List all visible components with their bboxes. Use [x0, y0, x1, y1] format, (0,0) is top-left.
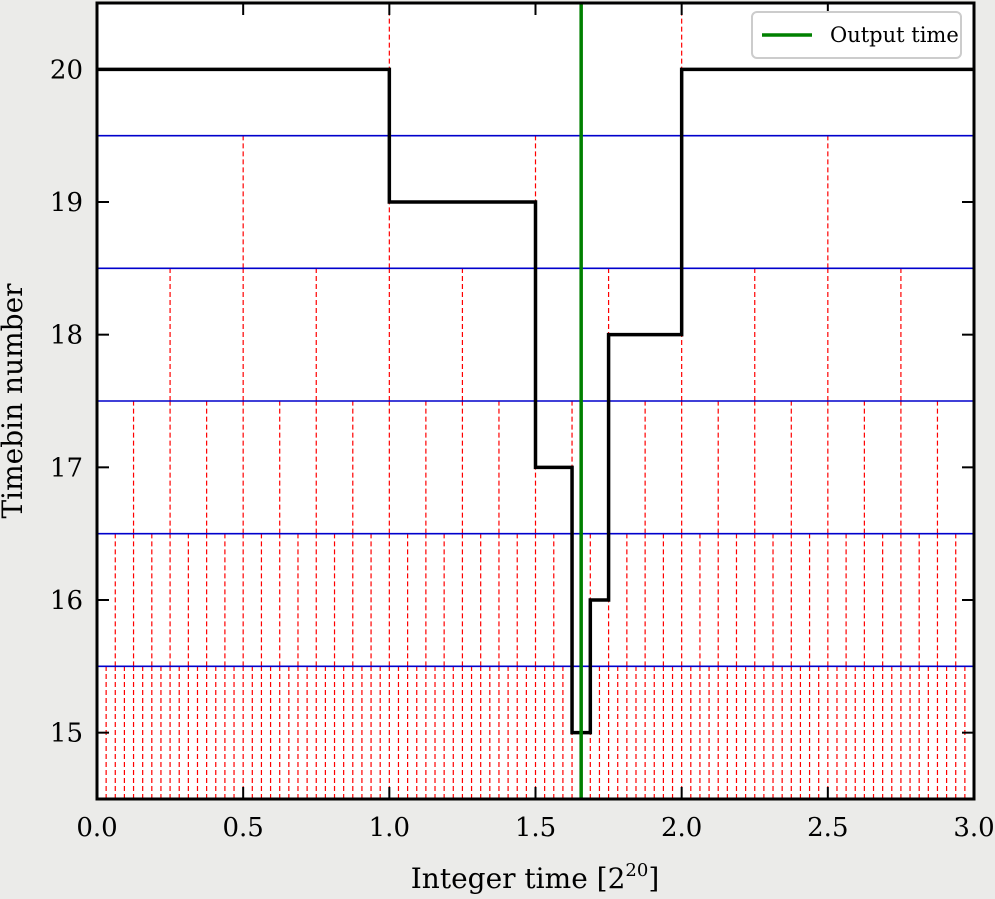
- x-tick-label: 1.0: [369, 813, 410, 843]
- y-tick-label: 15: [50, 719, 83, 749]
- legend-output-time-label: Output time: [830, 23, 959, 47]
- x-tick-label: 0.0: [76, 813, 117, 843]
- y-tick-label: 20: [50, 55, 83, 85]
- plot-frame: [95, 1, 976, 801]
- x-tick-label: 2.0: [661, 813, 702, 843]
- y-axis-label: Timebin number: [0, 283, 29, 519]
- legend-box: [751, 11, 962, 59]
- x-tick-label: 2.5: [807, 813, 848, 843]
- y-tick-label: 16: [50, 586, 83, 616]
- x-tick-label: 0.5: [222, 813, 263, 843]
- legend: Output time: [751, 11, 962, 59]
- y-tick-label: 17: [50, 453, 83, 483]
- series-layer: [97, 3, 974, 799]
- x-tick-label: 3.0: [953, 813, 994, 843]
- tick-labels: 0.0 0.5 1.0 1.5 2.0 2.5 3.0 15 16 17 18 19 20: [50, 55, 995, 843]
- y-tick-label: 18: [50, 321, 83, 351]
- y-tick-label: 19: [50, 188, 83, 218]
- x-axis-label: Integer time [220]: [411, 860, 660, 895]
- x-tick-label: 1.5: [515, 813, 556, 843]
- bin-boundary-lines: [97, 134, 974, 668]
